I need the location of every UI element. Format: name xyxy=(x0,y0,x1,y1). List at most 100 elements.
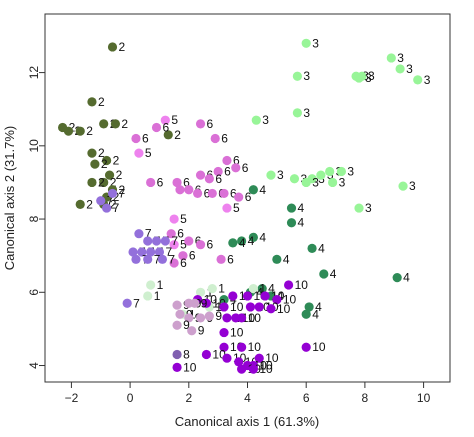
data-point xyxy=(178,251,188,261)
point-label: 3 xyxy=(365,201,372,215)
data-point xyxy=(163,130,173,140)
point-label: 4 xyxy=(239,236,246,250)
data-point xyxy=(219,295,229,305)
data-point xyxy=(201,298,212,308)
data-point xyxy=(122,298,132,308)
data-point xyxy=(157,254,167,264)
point-label: 1 xyxy=(218,282,225,296)
data-point xyxy=(172,349,182,360)
data-point xyxy=(131,133,141,144)
data-point xyxy=(257,284,267,294)
x-tick-label: 8 xyxy=(362,391,369,405)
point-label: 10 xyxy=(230,326,244,340)
point-label: 9 xyxy=(183,318,190,332)
data-point xyxy=(110,119,121,129)
data-point xyxy=(172,320,182,330)
data-point xyxy=(169,258,179,268)
point-label: 2 xyxy=(98,146,105,160)
point-label: 3 xyxy=(303,106,310,120)
point-label: 3 xyxy=(368,69,375,83)
data-point xyxy=(392,273,402,283)
data-point xyxy=(193,188,203,199)
data-point xyxy=(187,326,197,336)
data-point xyxy=(87,97,97,107)
data-point xyxy=(204,311,214,321)
data-point xyxy=(160,236,170,246)
data-point xyxy=(207,284,217,294)
data-point xyxy=(272,295,282,305)
data-point xyxy=(219,327,229,338)
data-point xyxy=(160,115,170,125)
data-point xyxy=(228,291,238,301)
point-label: 1 xyxy=(157,278,164,292)
point-label: 1 xyxy=(189,307,196,321)
data-point xyxy=(143,291,153,301)
data-point xyxy=(143,254,153,264)
point-label: 5 xyxy=(180,238,187,252)
data-point xyxy=(195,240,206,250)
x-axis-label: Canonical axis 1 (61.3%) xyxy=(175,414,320,429)
point-label: 3 xyxy=(347,164,354,178)
data-point xyxy=(386,53,396,63)
data-point xyxy=(237,342,247,352)
x-tick-label: 2 xyxy=(185,391,192,405)
point-label: 3 xyxy=(277,168,284,182)
point-label: 6 xyxy=(221,131,228,145)
data-point xyxy=(222,353,232,363)
data-point xyxy=(96,196,106,206)
data-point xyxy=(146,247,156,257)
x-tick-label: 4 xyxy=(244,391,251,405)
point-label: 2 xyxy=(110,175,117,189)
data-point xyxy=(137,247,147,257)
data-point xyxy=(75,126,85,136)
y-axis-ticks: 4 6 8 10 12 xyxy=(27,66,45,369)
data-point xyxy=(242,291,253,301)
point-label: 10 xyxy=(312,340,326,354)
data-point xyxy=(283,280,294,290)
point-label: 4 xyxy=(283,252,290,266)
data-point xyxy=(234,192,244,202)
x-axis-ticks: −2 0 2 4 6 8 10 xyxy=(65,382,431,405)
data-point xyxy=(166,229,176,239)
point-label: 2 xyxy=(116,168,123,182)
data-point xyxy=(266,304,276,314)
data-point xyxy=(336,166,347,177)
data-point xyxy=(248,232,258,242)
data-point xyxy=(128,247,138,257)
data-point xyxy=(354,203,364,213)
data-point xyxy=(169,240,179,250)
data-point xyxy=(195,287,206,297)
data-point xyxy=(134,229,144,239)
point-label: 2 xyxy=(98,95,105,109)
point-label: 6 xyxy=(230,186,237,200)
data-point xyxy=(204,174,214,184)
data-point xyxy=(216,254,226,264)
point-label: 1 xyxy=(154,289,161,303)
point-label: 10 xyxy=(259,359,273,373)
data-point xyxy=(301,38,311,48)
data-point xyxy=(234,357,244,367)
point-label: 7 xyxy=(154,252,161,266)
point-label: 10 xyxy=(259,362,273,376)
data-point xyxy=(107,42,118,52)
data-point xyxy=(237,236,247,246)
data-point xyxy=(248,364,258,374)
point-label: 3 xyxy=(365,71,372,85)
data-point xyxy=(219,342,229,352)
point-label: 4 xyxy=(330,267,337,281)
data-point xyxy=(325,166,335,177)
data-point xyxy=(228,238,238,248)
data-point xyxy=(195,119,206,129)
data-point xyxy=(307,243,317,253)
point-label: 6 xyxy=(227,252,234,266)
y-tick-label: 6 xyxy=(27,289,41,296)
point-label: 5 xyxy=(145,146,152,160)
data-point xyxy=(251,115,261,125)
x-tick-label: 6 xyxy=(303,391,310,405)
point-label: 3 xyxy=(312,36,319,50)
point-label: 7 xyxy=(165,245,172,259)
point-label: 4 xyxy=(318,241,325,255)
point-label: 6 xyxy=(233,153,240,167)
point-label: 10 xyxy=(242,311,256,325)
data-point xyxy=(248,284,258,294)
